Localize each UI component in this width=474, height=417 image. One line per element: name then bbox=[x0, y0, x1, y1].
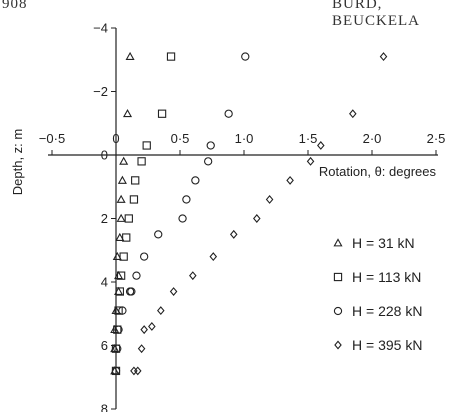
y-tick-label: 4 bbox=[101, 275, 108, 290]
data-point-triangle bbox=[119, 156, 129, 165]
legend-label: H = 228 kN bbox=[352, 303, 422, 319]
data-marks bbox=[110, 51, 388, 376]
data-point-circle bbox=[114, 325, 123, 334]
y-tick-label: 6 bbox=[101, 338, 108, 353]
data-point-circle bbox=[118, 306, 127, 315]
data-point-circle bbox=[182, 195, 191, 204]
data-point-square bbox=[116, 271, 126, 280]
running-head: BURD, BEUCKELA bbox=[332, 0, 420, 29]
page-number: 908 bbox=[2, 0, 28, 12]
data-point-diamond bbox=[306, 156, 315, 166]
data-point-diamond bbox=[209, 252, 218, 262]
data-point-circle bbox=[125, 287, 135, 296]
x-tick-label: 0 bbox=[112, 131, 119, 146]
legend-label: H = 31 kN bbox=[352, 235, 415, 251]
data-point-triangle bbox=[115, 232, 125, 241]
y-axis-label: Depth, z: m bbox=[10, 129, 25, 195]
x-tick-label: −0·5 bbox=[39, 131, 65, 146]
data-point-diamond bbox=[169, 287, 178, 296]
data-point-diamond bbox=[148, 322, 156, 331]
data-point-circle bbox=[224, 109, 233, 118]
y-tick-label: −2 bbox=[93, 84, 108, 99]
data-point-triangle bbox=[122, 108, 133, 118]
data-point-diamond bbox=[130, 366, 138, 376]
data-point-triangle bbox=[110, 324, 120, 334]
legend: H = 31 kN H = 113 kN H = 228 kN H = 395 kN bbox=[333, 235, 422, 353]
data-point-square bbox=[137, 157, 146, 166]
series-triangle bbox=[110, 51, 135, 375]
data-point-circle bbox=[191, 176, 200, 185]
x-axis-label: Rotation, θ: degrees bbox=[319, 164, 437, 179]
data-point-circle bbox=[178, 214, 187, 223]
data-point-circle bbox=[204, 157, 213, 166]
data-point-triangle bbox=[112, 251, 122, 261]
data-point-square bbox=[114, 306, 123, 315]
data-point-diamond bbox=[157, 306, 165, 316]
data-point-square bbox=[131, 176, 140, 185]
legend-marker-diamond bbox=[334, 340, 342, 350]
data-point-square bbox=[124, 214, 133, 223]
y-tick-label: 2 bbox=[101, 211, 108, 226]
data-point-square bbox=[129, 195, 139, 204]
data-point-square bbox=[166, 52, 176, 61]
data-point-diamond bbox=[229, 229, 238, 239]
data-point-triangle bbox=[116, 213, 126, 222]
data-point-circle bbox=[140, 252, 149, 261]
axes-group: −0·5 0 0·5 1·0 1·5 2·0 2·5 −4 −2 0 2 4 6 8 bbox=[39, 21, 446, 417]
data-point-circle bbox=[154, 230, 163, 239]
data-point-diamond bbox=[349, 109, 357, 119]
x-tick-label: 1·0 bbox=[235, 131, 254, 146]
legend-marker-square bbox=[333, 272, 343, 282]
x-tick-label: 0·5 bbox=[171, 131, 190, 146]
data-point-diamond bbox=[140, 325, 148, 335]
data-point-triangle bbox=[116, 194, 126, 203]
data-point-diamond bbox=[265, 195, 274, 204]
data-point-circle bbox=[111, 366, 121, 376]
data-point-diamond bbox=[379, 52, 388, 62]
data-point-circle bbox=[132, 271, 141, 280]
data-point-diamond bbox=[133, 366, 142, 376]
y-tick-label: −4 bbox=[93, 21, 108, 36]
x-tick-label: 2·0 bbox=[363, 131, 382, 146]
data-point-triangle bbox=[111, 305, 121, 315]
data-point-circle bbox=[206, 141, 215, 150]
data-point-diamond bbox=[286, 175, 294, 185]
legend-entry: H = 113 kN bbox=[333, 269, 421, 285]
data-point-triangle bbox=[114, 270, 124, 280]
data-point-square bbox=[142, 141, 151, 150]
y-tick-label: 8 bbox=[101, 402, 108, 413]
data-point-square bbox=[157, 109, 167, 118]
legend-entry: H = 395 kN bbox=[334, 337, 422, 353]
legend-label: H = 113 kN bbox=[352, 269, 421, 285]
legend-marker-triangle bbox=[333, 238, 343, 247]
data-point-diamond bbox=[189, 271, 197, 281]
data-point-square bbox=[115, 287, 124, 296]
legend-entry: H = 228 kN bbox=[333, 303, 422, 319]
data-point-square bbox=[122, 233, 131, 242]
series-diamond bbox=[130, 52, 388, 376]
data-point-diamond bbox=[253, 214, 261, 223]
data-point-diamond bbox=[137, 344, 146, 354]
data-point-circle bbox=[241, 52, 250, 61]
legend-label: H = 395 kN bbox=[352, 337, 422, 353]
legend-marker-circle bbox=[333, 306, 343, 316]
data-point-circle bbox=[113, 344, 122, 353]
legend-entry: H = 31 kN bbox=[333, 235, 415, 251]
data-point-triangle bbox=[117, 175, 127, 184]
data-point-square bbox=[119, 252, 128, 261]
data-point-diamond bbox=[317, 141, 325, 150]
data-point-triangle bbox=[125, 51, 135, 61]
series-circle bbox=[111, 52, 250, 376]
y-tick-label: 0 bbox=[101, 148, 108, 163]
x-tick-label: 1·5 bbox=[299, 131, 318, 146]
x-tick-label: 2·5 bbox=[427, 131, 446, 146]
